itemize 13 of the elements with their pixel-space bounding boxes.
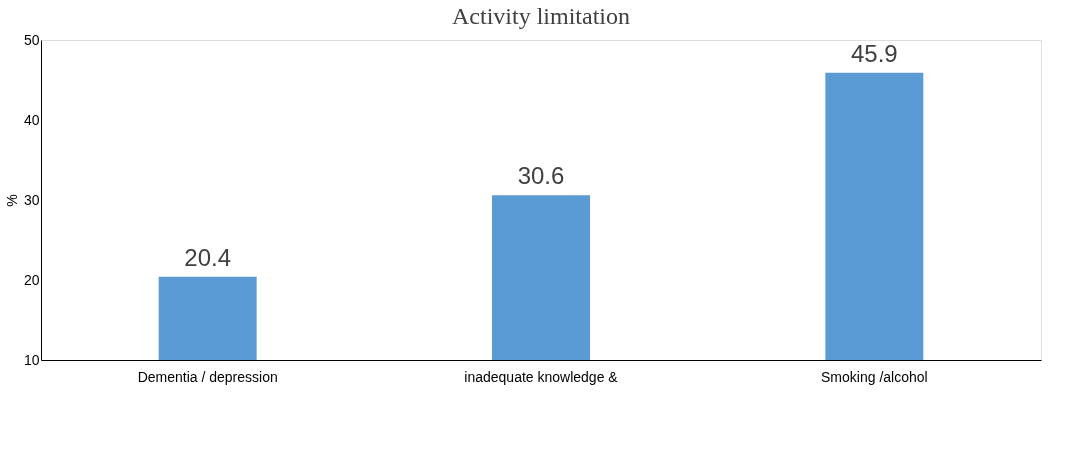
data-label: 20.4 <box>184 243 232 271</box>
data-label: 30.6 <box>517 162 565 190</box>
y-tick-label: 30 <box>23 191 40 208</box>
x-tick-label: inadequate knowledge & <box>464 368 619 385</box>
y-tick-label: 40 <box>23 111 40 128</box>
x-tick-label: Dementia / depression <box>137 368 278 385</box>
y-axis-title: % <box>3 194 20 207</box>
x-tick-label: Smoking /alcohol <box>821 368 928 385</box>
y-tick-label: 50 <box>23 31 40 48</box>
y-tick-label: 10 <box>23 351 40 368</box>
chart-title: Activity limitation <box>452 3 630 29</box>
data-label: 45.9 <box>850 39 898 67</box>
y-tick-label: 20 <box>23 271 40 288</box>
